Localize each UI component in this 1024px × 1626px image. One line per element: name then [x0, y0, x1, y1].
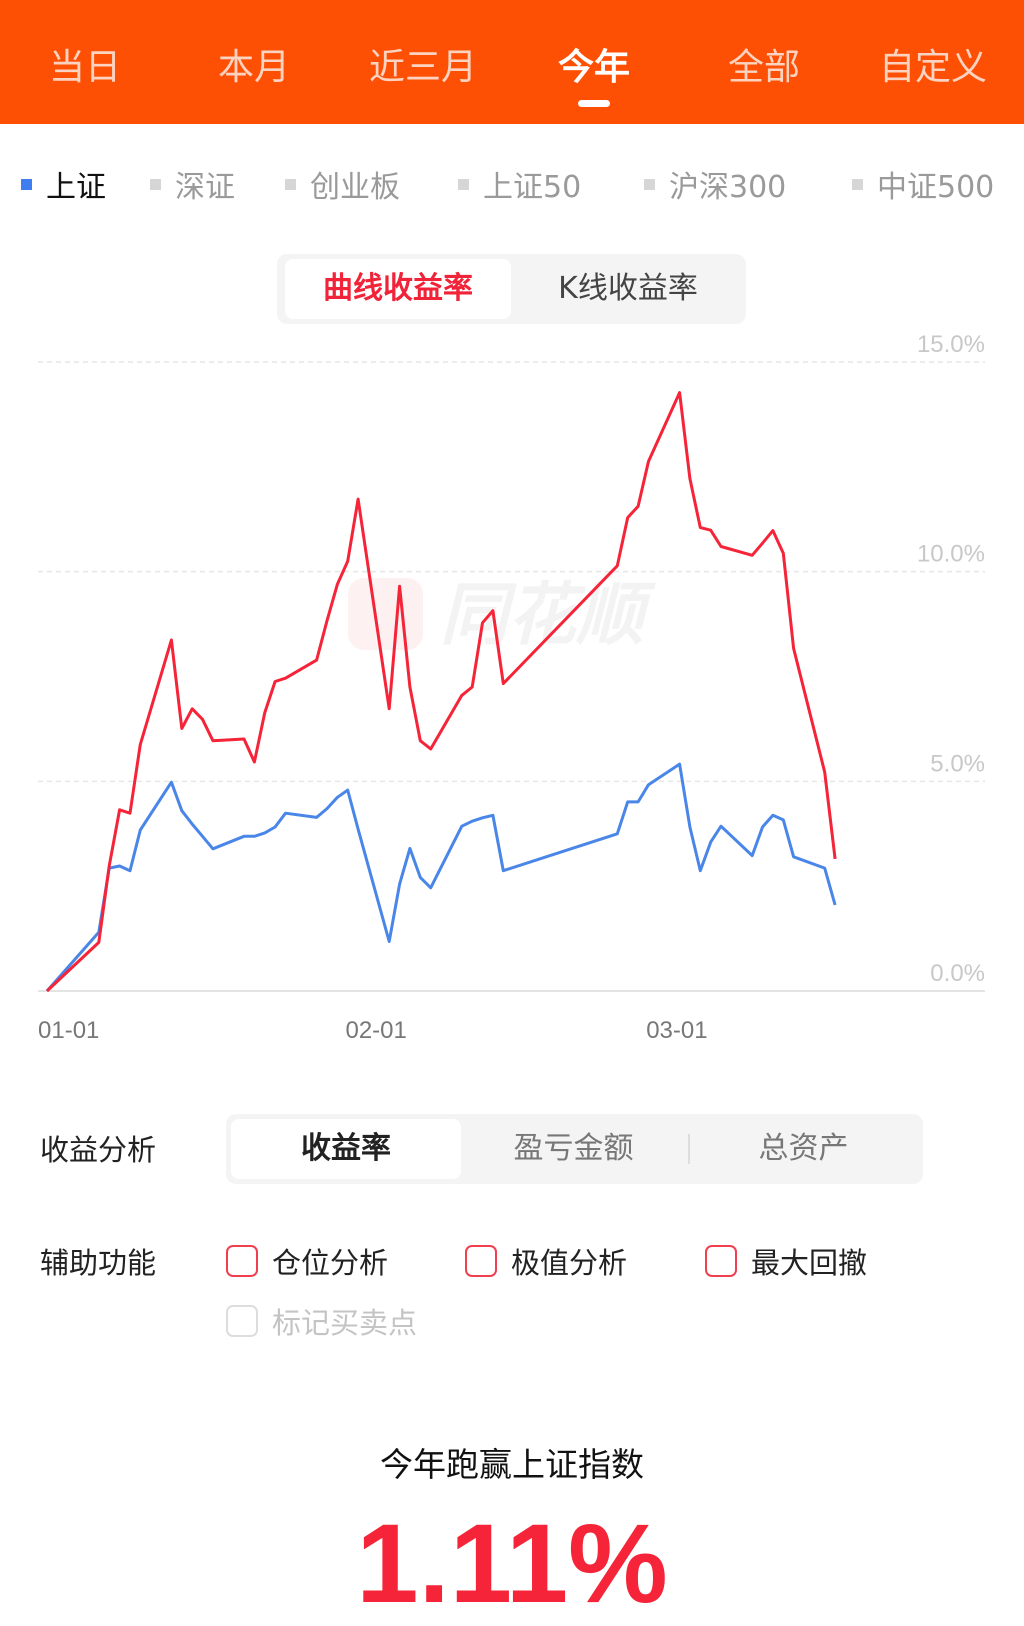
period-tab-bar: 当日 本月 近三月 今年 全部 自定义 — [0, 0, 1024, 124]
return-chart[interactable]: 同花顺 0.0% 5.0% 10.0% 15.0% 01-01 02-01 03-01 — [0, 0, 1024, 1060]
index-tab-sse50[interactable]: 上证50 — [458, 162, 581, 206]
legend-square-icon — [21, 178, 32, 190]
y-tick-label: 5.0% — [930, 750, 985, 777]
index-label: 上证50 — [483, 170, 582, 205]
svg-text:同花顺: 同花顺 — [440, 576, 656, 655]
divider — [688, 1134, 690, 1164]
index-label: 创业板 — [310, 170, 400, 205]
index-label: 沪深300 — [669, 170, 787, 205]
tab-this-month[interactable]: 本月 — [217, 47, 291, 88]
index-tab-chinext[interactable]: 创业板 — [285, 162, 400, 206]
max-drawdown-checkbox[interactable]: 最大回撤 — [705, 1240, 867, 1282]
legend-square-icon — [285, 178, 296, 190]
watermark-logo: 同花顺 — [348, 576, 656, 655]
position-analysis-checkbox[interactable]: 仓位分析 — [226, 1240, 388, 1282]
legend-square-icon — [150, 178, 161, 190]
index-tab-sse[interactable]: 上证 — [21, 162, 106, 206]
legend-square-icon — [852, 178, 863, 190]
tab-all[interactable]: 全部 — [727, 47, 801, 88]
tab-this-year[interactable]: 今年 — [557, 47, 631, 88]
checkbox-label: 仓位分析 — [272, 1246, 389, 1280]
y-tick-label: 10.0% — [917, 541, 985, 568]
beat-index-title: 今年跑赢上证指数 — [380, 1445, 644, 1484]
checkbox-label: 极值分析 — [511, 1246, 628, 1280]
tab-custom[interactable]: 自定义 — [878, 47, 988, 88]
index-tab-szse[interactable]: 深证 — [150, 162, 235, 206]
analysis-label: 收益分析 — [40, 1133, 157, 1167]
active-tab-indicator — [578, 100, 610, 107]
return-rate-button[interactable]: 收益率 — [231, 1119, 461, 1179]
chart-type-toggle: 曲线收益率 K线收益率 — [277, 254, 746, 324]
tab-today[interactable]: 当日 — [48, 47, 122, 88]
index-tab-csi500[interactable]: 中证500 — [852, 162, 994, 206]
y-tick-label: 15.0% — [917, 331, 985, 358]
y-tick-label: 0.0% — [930, 960, 985, 987]
checkbox-label: 标记买卖点 — [272, 1306, 418, 1340]
index-label: 上证 — [46, 170, 106, 205]
total-assets-button[interactable]: 总资产 — [758, 1131, 849, 1166]
profit-loss-button[interactable]: 盈亏金额 — [513, 1131, 634, 1166]
curve-return-button[interactable]: 曲线收益率 — [285, 259, 511, 319]
account-return-line — [45, 391, 837, 993]
extreme-analysis-checkbox[interactable]: 极值分析 — [465, 1240, 627, 1282]
x-tick-label: 02-01 — [345, 1017, 406, 1044]
kline-return-button[interactable]: K线收益率 — [558, 271, 698, 306]
checkbox-icon — [705, 1245, 737, 1277]
aux-label: 辅助功能 — [40, 1246, 157, 1280]
tab-three-months[interactable]: 近三月 — [368, 47, 478, 88]
index-tab-csi300[interactable]: 沪深300 — [644, 162, 786, 206]
mark-trades-checkbox[interactable]: 标记买卖点 — [226, 1300, 417, 1342]
legend-square-icon — [458, 178, 469, 190]
benchmark-return-line — [45, 762, 837, 992]
checkbox-icon — [226, 1305, 258, 1337]
x-tick-label: 03-01 — [646, 1017, 707, 1044]
beat-index-value: 1.11% — [356, 1501, 668, 1626]
index-label: 深证 — [175, 170, 235, 205]
analysis-selector: 收益率 盈亏金额 总资产 — [226, 1114, 923, 1184]
index-label: 中证500 — [877, 170, 995, 205]
checkbox-label: 最大回撤 — [751, 1246, 868, 1280]
x-tick-label: 01-01 — [38, 1017, 99, 1044]
legend-square-icon — [644, 178, 655, 190]
checkbox-icon — [226, 1245, 258, 1277]
checkbox-icon — [465, 1245, 497, 1277]
